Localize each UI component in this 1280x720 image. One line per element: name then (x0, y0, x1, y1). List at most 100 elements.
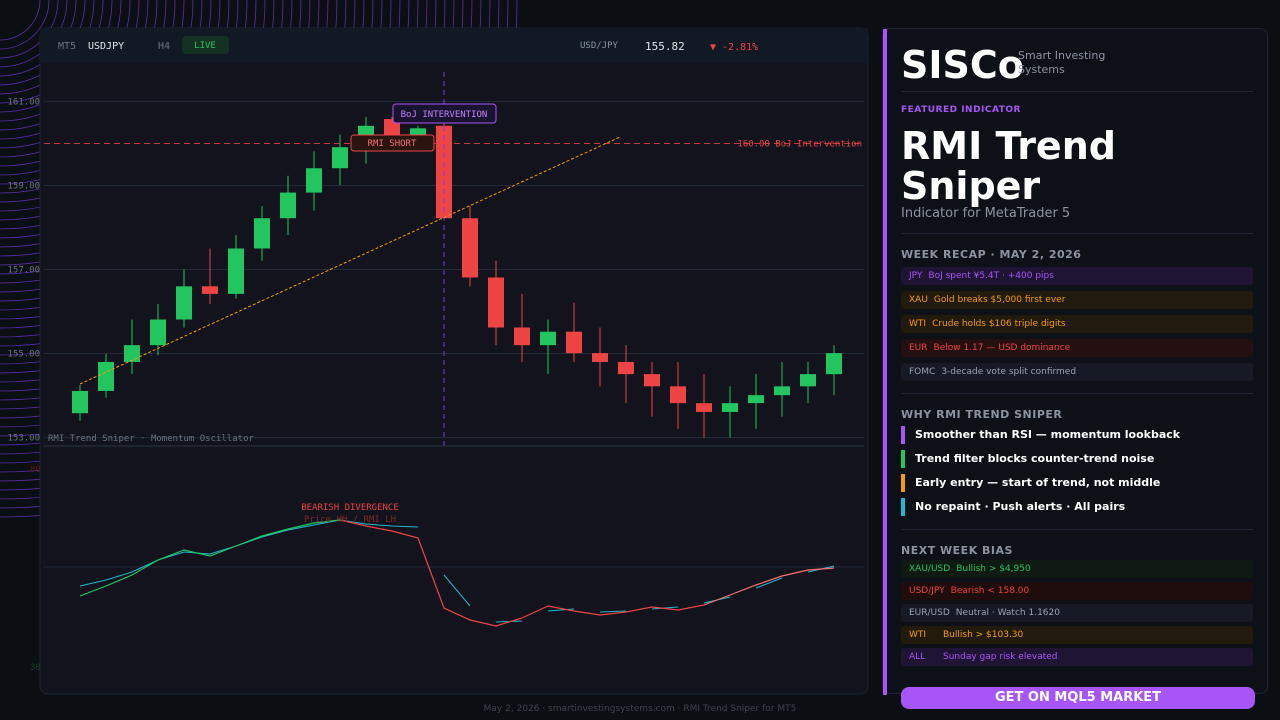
intervention-box (392, 103, 497, 124)
live-badge (182, 36, 229, 54)
recap-tag: FOMC (909, 367, 936, 377)
candle-body (332, 147, 348, 169)
bias-text: Bearish < 158.00 (950, 586, 1030, 596)
footer: May 2, 2026 · smartinvestingsystems.com … (483, 704, 797, 714)
candle-body (826, 353, 842, 375)
why-heading: WHY RMI TREND SNIPER (901, 408, 1063, 421)
y-tick-label: 159.00 (7, 181, 40, 191)
divider (901, 393, 1253, 394)
trend-line (79, 136, 621, 385)
candle-body (280, 192, 296, 219)
recap-text: Crude holds $106 triple digits (932, 319, 1066, 329)
divergence-label: BEARISH DIVERGENCE (301, 503, 399, 513)
recap-text: Below 1.17 — USD dominance (933, 343, 1071, 353)
candle-body (488, 277, 504, 328)
recap-item: WTI Crude holds $106 triple digits (901, 315, 1253, 333)
symbol: USDJPY (88, 41, 124, 52)
candle-body (696, 403, 712, 412)
brand-tagline: Smart Investing Systems (1018, 49, 1106, 76)
candle-body (176, 286, 192, 320)
y-tick-label: 157.00 (7, 266, 40, 276)
osc-level: 80 (30, 465, 41, 475)
recap-tag: WTI (909, 319, 927, 329)
why-item: Trend filter blocks counter-trend noise (901, 450, 1253, 468)
recap-tag: XAU (909, 295, 928, 305)
bias-text: Neutral · Watch 1.1620 (955, 608, 1060, 618)
candle-body (592, 353, 608, 362)
candle-body (540, 331, 556, 346)
bias-tag: EUR/USD (909, 608, 950, 618)
candle-body (462, 218, 478, 278)
why-item: No repaint · Push alerts · All pairs (901, 498, 1253, 516)
candle-body (410, 128, 426, 135)
chart-panel (39, 27, 869, 695)
change: ▼ -2.81% (710, 42, 758, 53)
candle-body (254, 218, 270, 249)
y-tick-label: 153.00 (7, 434, 40, 444)
info-panel: SISCo Smart Investing Systems FEATURED I… (882, 28, 1268, 709)
candle-body (722, 403, 738, 412)
toolbar (40, 28, 868, 63)
bias-text: Sunday gap risk elevated (943, 652, 1058, 662)
candle-body (228, 248, 244, 294)
recap-heading: WEEK RECAP · MAY 2, 2026 (901, 248, 1082, 261)
candle-body (98, 361, 114, 391)
candle-body (644, 374, 660, 387)
kicker: FEATURED INDICATOR (901, 105, 1021, 115)
divider (901, 233, 1253, 234)
platform: MT5 (58, 41, 76, 52)
oscillator-title: RMI Trend Sniper · Momentum Oscillator (48, 434, 254, 444)
arc (0, 0, 41, 41)
level-label: 160.00 BoJ Intervention (737, 139, 862, 149)
recap-text: BoJ spent ¥5.4T · +400 pips (928, 271, 1054, 281)
candle-body (202, 286, 218, 294)
bias-item: ALL Sunday gap risk elevated (901, 648, 1253, 666)
recap-item: JPY BoJ spent ¥5.4T · +400 pips (901, 267, 1253, 285)
candle-body (124, 345, 140, 362)
product-title: RMI Trend Sniper (901, 124, 1116, 208)
product-subtitle: Indicator for MetaTrader 5 (901, 206, 1071, 221)
price: 155.82 (645, 40, 685, 53)
candle-body (306, 168, 322, 193)
candle-body (748, 395, 764, 404)
candle-body (618, 361, 634, 375)
live-label: LIVE (194, 41, 216, 51)
recap-text: 3-decade vote split confirmed (941, 367, 1077, 377)
divider (901, 529, 1253, 530)
rmi-line-recover (703, 567, 835, 606)
recap-item: XAU Gold breaks $5,000 first ever (901, 291, 1253, 309)
divergence-note: Price HH / RMI LH (304, 515, 396, 525)
candle-body (566, 331, 582, 354)
candle-body (774, 386, 790, 396)
candle-body (800, 374, 816, 387)
why-item: Smoother than RSI — momentum lookback (901, 426, 1253, 444)
rmi-line-up (79, 519, 341, 597)
timeframe: H4 (158, 41, 170, 52)
recap-item: FOMC 3-decade vote split confirmed (901, 363, 1253, 381)
osc-level: 30 (30, 663, 41, 673)
bias-tag: WTI (909, 630, 927, 640)
bias-item: USD/JPY Bearish < 158.00 (901, 582, 1253, 600)
bias-item: WTI Bullish > $103.30 (901, 626, 1253, 644)
short-box (350, 134, 435, 152)
bias-text: Bullish > $103.30 (943, 630, 1024, 640)
bias-tag: XAU/USD (909, 564, 951, 574)
intervention-label: BoJ INTERVENTION (401, 110, 488, 120)
candle-body (72, 390, 88, 414)
bias-item: XAU/USD Bullish > $4,950 (901, 560, 1253, 578)
recap-tag: EUR (909, 343, 928, 353)
candle-body (670, 386, 686, 404)
cta-button[interactable]: GET ON MQL5 MARKET (901, 687, 1255, 709)
bias-tag: ALL (909, 652, 926, 662)
candle-body (514, 327, 530, 346)
plot: 161.00 159.00 157.00 155.00 153.00 160.00 BoJ… (7, 97, 864, 444)
rmi-line-down (339, 519, 705, 627)
divider (901, 91, 1253, 92)
bias-heading: NEXT WEEK BIAS (901, 544, 1013, 557)
candle-body (150, 319, 166, 346)
why-item: Early entry — start of trend, not middle (901, 474, 1253, 492)
pair: USD/JPY (580, 41, 619, 51)
bias-item: EUR/USD Neutral · Watch 1.1620 (901, 604, 1253, 622)
